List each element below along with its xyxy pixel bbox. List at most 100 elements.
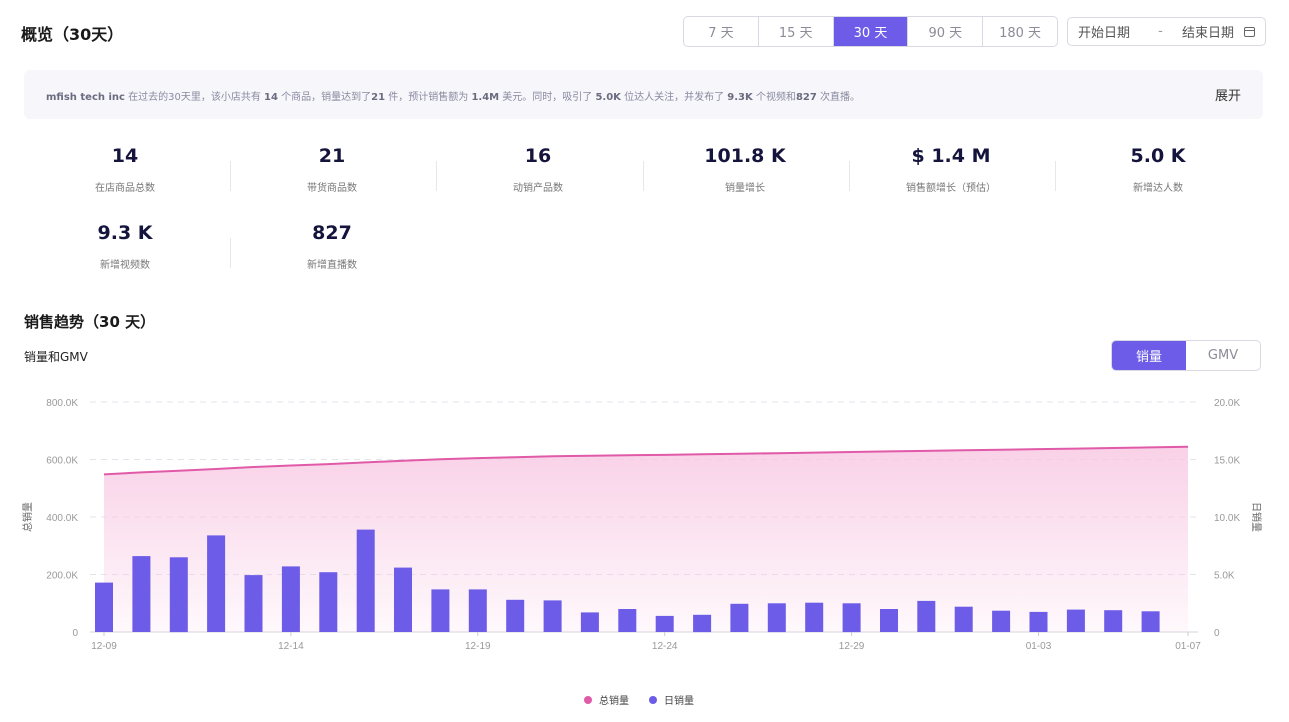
- stat-value: 827: [312, 222, 352, 244]
- left-axis-tick-label: 200.0K: [46, 571, 78, 582]
- stat-total-products: 14 在店商品总数: [22, 145, 228, 194]
- daily-sales-bar: [207, 535, 226, 632]
- stat-promoted-products: 21 带货商品数: [229, 145, 435, 194]
- daily-sales-bar: [1141, 611, 1160, 632]
- daily-sales-bar: [356, 529, 375, 632]
- legend-item-total[interactable]: 总销量: [584, 692, 629, 707]
- daily-sales-bar: [693, 614, 712, 633]
- stat-label: 新增直播数: [307, 260, 357, 271]
- page-title: 概览（30天）: [21, 25, 124, 44]
- stat-new-influencers: 5.0 K 新增达人数: [1055, 145, 1261, 194]
- x-axis-tick-label: 12-14: [278, 641, 304, 652]
- stat-label: 动销产品数: [513, 183, 563, 194]
- daily-sales-bar: [917, 600, 936, 632]
- date-range-picker[interactable]: 开始日期 - 结束日期: [1067, 17, 1266, 46]
- metric-sales-button[interactable]: 销量: [1112, 341, 1186, 370]
- summary-part: 次直播。: [816, 92, 861, 103]
- daily-sales-bar: [580, 612, 599, 632]
- stat-divider: [643, 161, 644, 191]
- daily-sales-bar: [767, 603, 786, 633]
- stat-label: 新增视频数: [100, 260, 150, 271]
- summary-sales: 21: [371, 92, 386, 103]
- stat-value: $ 1.4 M: [911, 145, 991, 167]
- right-axis-tick-label: 10.0K: [1214, 513, 1240, 524]
- metric-gmv-button[interactable]: GMV: [1207, 348, 1239, 363]
- daily-sales-bar: [394, 567, 412, 632]
- stat-new-videos: 9.3 K 新增视频数: [22, 222, 228, 271]
- x-axis-tick-label: 01-07: [1175, 641, 1201, 652]
- stat-divider: [230, 161, 231, 191]
- daily-sales-bar: [431, 589, 450, 632]
- store-name: mfish tech inc: [46, 92, 125, 103]
- legend-item-daily[interactable]: 日销量: [649, 692, 694, 707]
- stat-value: 5.0 K: [1130, 145, 1186, 167]
- legend-label-total: 总销量: [599, 696, 629, 707]
- daily-sales-bar: [880, 609, 898, 632]
- daily-sales-bar: [132, 556, 151, 632]
- daily-sales-bar: [1066, 609, 1085, 632]
- daily-sales-bar: [655, 615, 674, 632]
- stat-value: 14: [111, 145, 139, 167]
- left-axis-tick-label: 0: [72, 628, 78, 639]
- range-30-days-button[interactable]: 30 天: [833, 17, 909, 46]
- chart-subtitle: 销量和GMV: [24, 350, 88, 364]
- daily-sales-bar: [842, 603, 861, 633]
- legend-label-daily: 日销量: [664, 696, 694, 707]
- start-date-input[interactable]: 开始日期: [1078, 26, 1131, 41]
- summary-banner: mfish tech inc 在过去的30天里，该小店共有 14 个商品，销量达…: [24, 70, 1263, 119]
- stat-selling-products: 16 动销产品数: [435, 145, 641, 194]
- right-axis-tick-label: 15.0K: [1214, 456, 1240, 467]
- right-axis-tick-label: 5.0K: [1214, 571, 1235, 582]
- time-range-selector: 7 天 15 天 30 天 90 天 180 天: [683, 16, 1058, 47]
- expand-button[interactable]: 展开: [1214, 89, 1241, 104]
- summary-part: 个视频和: [752, 92, 796, 103]
- daily-sales-bar: [805, 602, 824, 632]
- sales-trend-chart: 0 0 200.0K 5.0K 400.0K 10.0K 600.0K 15.0K 800.0K…: [21, 398, 1263, 652]
- calendar-icon[interactable]: [1244, 26, 1255, 37]
- summary-gmv: 1.4M: [471, 92, 500, 103]
- stat-new-lives: 827 新增直播数: [229, 222, 435, 271]
- daily-sales-bar: [468, 589, 487, 632]
- total-sales-area: [104, 446, 1188, 632]
- chart-legend: 总销量 日销量: [584, 692, 694, 707]
- daily-sales-bar: [506, 599, 525, 632]
- summary-part: 位达人关注，并发布了: [620, 92, 728, 103]
- range-7-days-button[interactable]: 7 天: [684, 17, 759, 46]
- legend-dot-total: [584, 695, 592, 704]
- stat-value: 101.8 K: [704, 145, 786, 167]
- summary-videos: 9.3K: [727, 92, 753, 103]
- range-180-days-button[interactable]: 180 天: [999, 26, 1042, 41]
- total-sales-line: [103, 445, 1189, 476]
- left-axis-title: 总销量: [21, 502, 34, 532]
- daily-sales-bar: [954, 606, 973, 632]
- summary-part: 在过去的30天里，该小店共有: [124, 92, 265, 103]
- summary-part: 美元。同时，吸引了: [499, 92, 596, 103]
- range-90-days-button[interactable]: 90 天: [908, 17, 984, 46]
- daily-sales-bar: [1029, 611, 1048, 632]
- left-axis-tick-label: 600.0K: [46, 456, 78, 467]
- right-axis-tick-label: 20.0K: [1214, 398, 1240, 409]
- daily-sales-bar: [1104, 610, 1123, 632]
- stat-value: 21: [318, 145, 346, 167]
- stat-divider: [849, 161, 850, 191]
- stat-label: 销量增长: [725, 183, 765, 194]
- stat-divider: [230, 238, 231, 268]
- daily-sales-bar: [618, 609, 637, 632]
- date-separator: -: [1158, 24, 1163, 39]
- stat-label: 在店商品总数: [95, 183, 155, 194]
- left-axis-tick-label: 400.0K: [46, 513, 78, 524]
- x-axis-tick-label: 12-09: [91, 641, 117, 652]
- x-axis-tick-label: 01-03: [1026, 641, 1052, 652]
- stat-divider: [1055, 161, 1056, 191]
- x-axis-tick-label: 12-19: [465, 641, 491, 652]
- right-axis-title: 日销量: [1250, 502, 1263, 532]
- stat-sales-growth: 101.8 K 销量增长: [642, 145, 848, 194]
- summary-lives: 827: [795, 92, 817, 103]
- x-axis-tick-label: 12-24: [652, 641, 678, 652]
- stat-value: 16: [524, 145, 552, 167]
- summary-text: mfish tech inc 在过去的30天里，该小店共有 14 个商品，销量达…: [46, 88, 860, 103]
- daily-sales-bar: [543, 600, 562, 632]
- range-15-days-button[interactable]: 15 天: [759, 17, 834, 46]
- end-date-input[interactable]: 结束日期: [1181, 26, 1234, 41]
- summary-part: 件，预计销售额为: [385, 92, 472, 103]
